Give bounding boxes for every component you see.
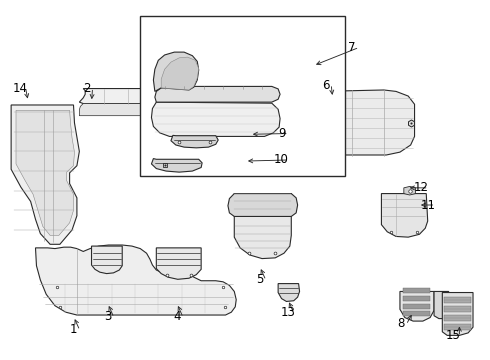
- Text: 4: 4: [173, 310, 180, 323]
- Text: 8: 8: [397, 317, 405, 330]
- Text: 7: 7: [348, 41, 356, 54]
- Polygon shape: [304, 120, 322, 134]
- Text: 10: 10: [274, 153, 289, 166]
- Text: 14: 14: [12, 82, 27, 95]
- Text: 3: 3: [104, 310, 111, 323]
- Polygon shape: [16, 111, 74, 235]
- Polygon shape: [151, 158, 202, 172]
- Polygon shape: [403, 296, 430, 301]
- Polygon shape: [153, 52, 199, 91]
- Polygon shape: [444, 324, 471, 330]
- Polygon shape: [234, 194, 291, 258]
- Polygon shape: [381, 194, 428, 237]
- Polygon shape: [270, 102, 282, 109]
- Polygon shape: [444, 315, 471, 321]
- Text: 1: 1: [70, 323, 77, 336]
- Text: 13: 13: [280, 306, 295, 319]
- Polygon shape: [442, 293, 473, 336]
- Polygon shape: [403, 303, 430, 309]
- Polygon shape: [228, 194, 297, 216]
- Polygon shape: [403, 311, 430, 316]
- Polygon shape: [400, 292, 434, 321]
- Bar: [140, 16, 345, 176]
- Polygon shape: [156, 248, 201, 279]
- Polygon shape: [79, 104, 275, 116]
- Polygon shape: [35, 245, 236, 315]
- Text: ⊣oc: ⊣oc: [162, 94, 172, 99]
- Polygon shape: [155, 86, 280, 102]
- Polygon shape: [92, 246, 122, 274]
- Polygon shape: [403, 288, 430, 293]
- Polygon shape: [278, 284, 299, 301]
- Polygon shape: [444, 306, 471, 312]
- Text: 6: 6: [321, 79, 329, 92]
- Text: 15: 15: [446, 329, 461, 342]
- Text: 12: 12: [414, 181, 429, 194]
- Polygon shape: [11, 105, 79, 244]
- Text: 2: 2: [83, 82, 90, 95]
- Polygon shape: [79, 89, 275, 104]
- Text: 9: 9: [278, 127, 285, 140]
- Polygon shape: [151, 102, 280, 136]
- Text: 5: 5: [256, 273, 263, 286]
- Polygon shape: [444, 297, 471, 303]
- Polygon shape: [161, 57, 199, 90]
- Polygon shape: [434, 292, 449, 319]
- Polygon shape: [171, 135, 218, 148]
- Polygon shape: [404, 186, 416, 195]
- Polygon shape: [303, 90, 415, 155]
- Text: 11: 11: [421, 198, 436, 212]
